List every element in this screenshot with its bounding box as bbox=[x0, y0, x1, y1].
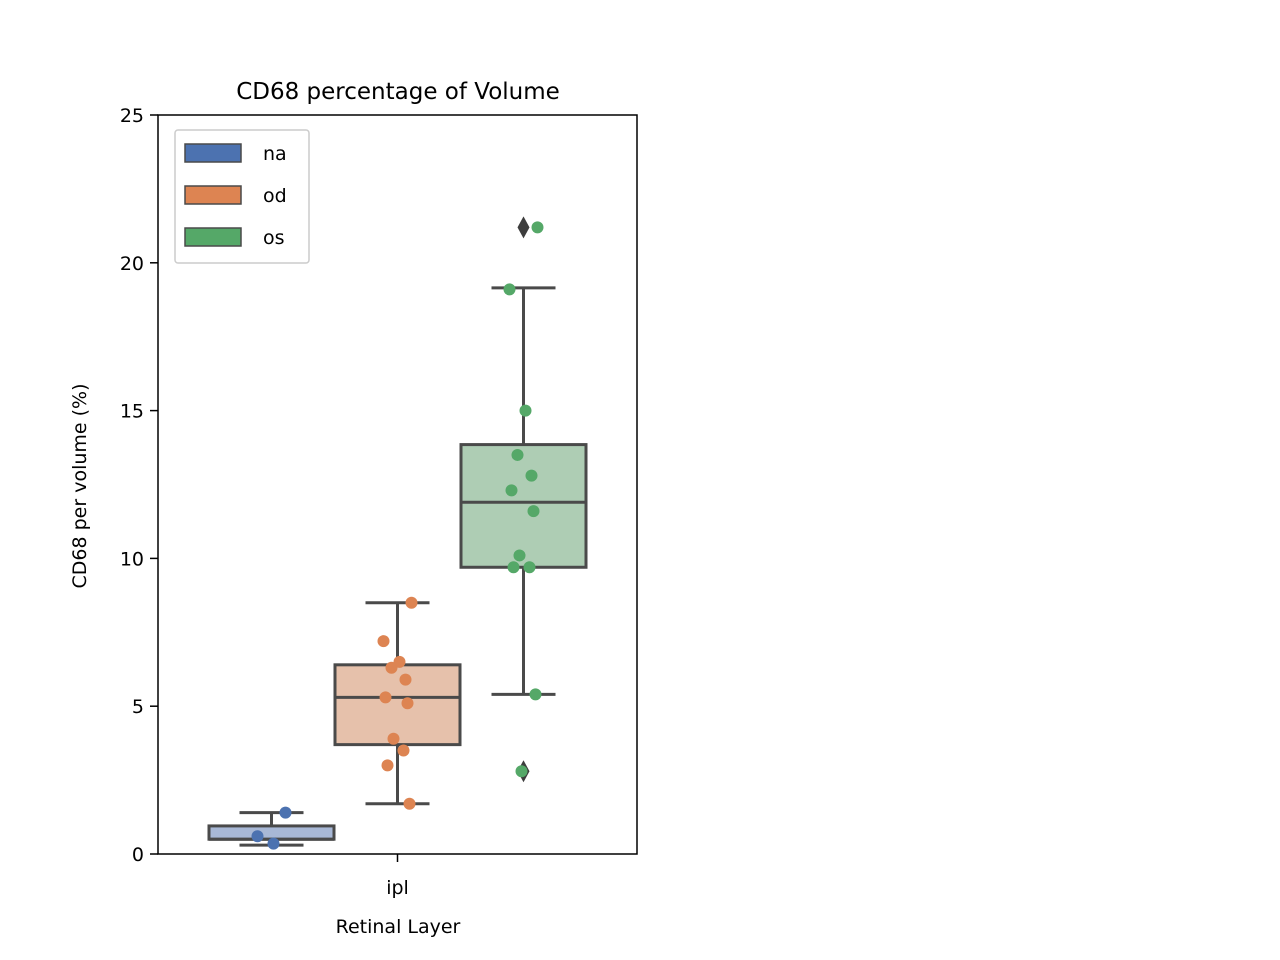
legend-swatch-os bbox=[184, 227, 242, 247]
point-na-0 bbox=[279, 806, 292, 819]
point-od-8 bbox=[397, 744, 410, 757]
box-od bbox=[333, 663, 462, 747]
legend: na od os bbox=[174, 129, 310, 264]
point-os-11 bbox=[515, 765, 528, 778]
legend-swatch-od bbox=[184, 185, 242, 205]
box-group-os bbox=[459, 216, 588, 783]
y-tick-label-15: 15 bbox=[120, 401, 144, 423]
x-axis: ipl bbox=[386, 854, 409, 899]
box-na bbox=[207, 824, 336, 841]
legend-label-na: na bbox=[263, 143, 287, 165]
point-os-7 bbox=[513, 549, 526, 562]
point-os-9 bbox=[507, 561, 520, 574]
point-os-10 bbox=[529, 688, 542, 701]
point-od-7 bbox=[387, 732, 400, 745]
y-tick-label-5: 5 bbox=[132, 696, 144, 718]
legend-label-os: os bbox=[263, 227, 285, 249]
x-axis-label: Retinal Layer bbox=[336, 916, 461, 938]
point-od-6 bbox=[401, 697, 414, 710]
point-od-10 bbox=[403, 797, 416, 810]
point-od-1 bbox=[377, 635, 390, 648]
point-os-8 bbox=[523, 561, 536, 574]
y-axis: 0 5 10 15 20 25 bbox=[120, 105, 158, 866]
point-od-4 bbox=[399, 673, 412, 686]
point-os-6 bbox=[527, 505, 540, 518]
box-group-od bbox=[333, 596, 462, 810]
outlier-os-0 bbox=[517, 216, 530, 239]
point-os-1 bbox=[503, 283, 516, 296]
y-tick-label-20: 20 bbox=[120, 253, 144, 275]
x-tick-label-ipl: ipl bbox=[386, 877, 409, 899]
point-os-2 bbox=[519, 404, 532, 417]
point-od-9 bbox=[381, 759, 394, 772]
legend-label-od: od bbox=[263, 185, 287, 207]
y-axis-label: CD68 per volume (%) bbox=[69, 383, 91, 588]
y-tick-label-0: 0 bbox=[132, 844, 144, 866]
box-group-na bbox=[207, 806, 336, 850]
point-od-3 bbox=[385, 661, 398, 674]
point-od-5 bbox=[379, 691, 392, 704]
point-os-5 bbox=[505, 484, 518, 497]
point-os-4 bbox=[525, 469, 538, 482]
box-os bbox=[459, 443, 588, 569]
point-na-1 bbox=[251, 830, 264, 843]
chart-title: CD68 percentage of Volume bbox=[236, 79, 560, 105]
point-os-0 bbox=[531, 221, 544, 234]
y-tick-label-10: 10 bbox=[120, 548, 144, 570]
point-na-2 bbox=[267, 837, 280, 850]
legend-swatch-na bbox=[184, 143, 242, 163]
point-os-3 bbox=[511, 448, 524, 461]
point-od-0 bbox=[405, 596, 418, 609]
y-tick-label-25: 25 bbox=[120, 105, 144, 127]
